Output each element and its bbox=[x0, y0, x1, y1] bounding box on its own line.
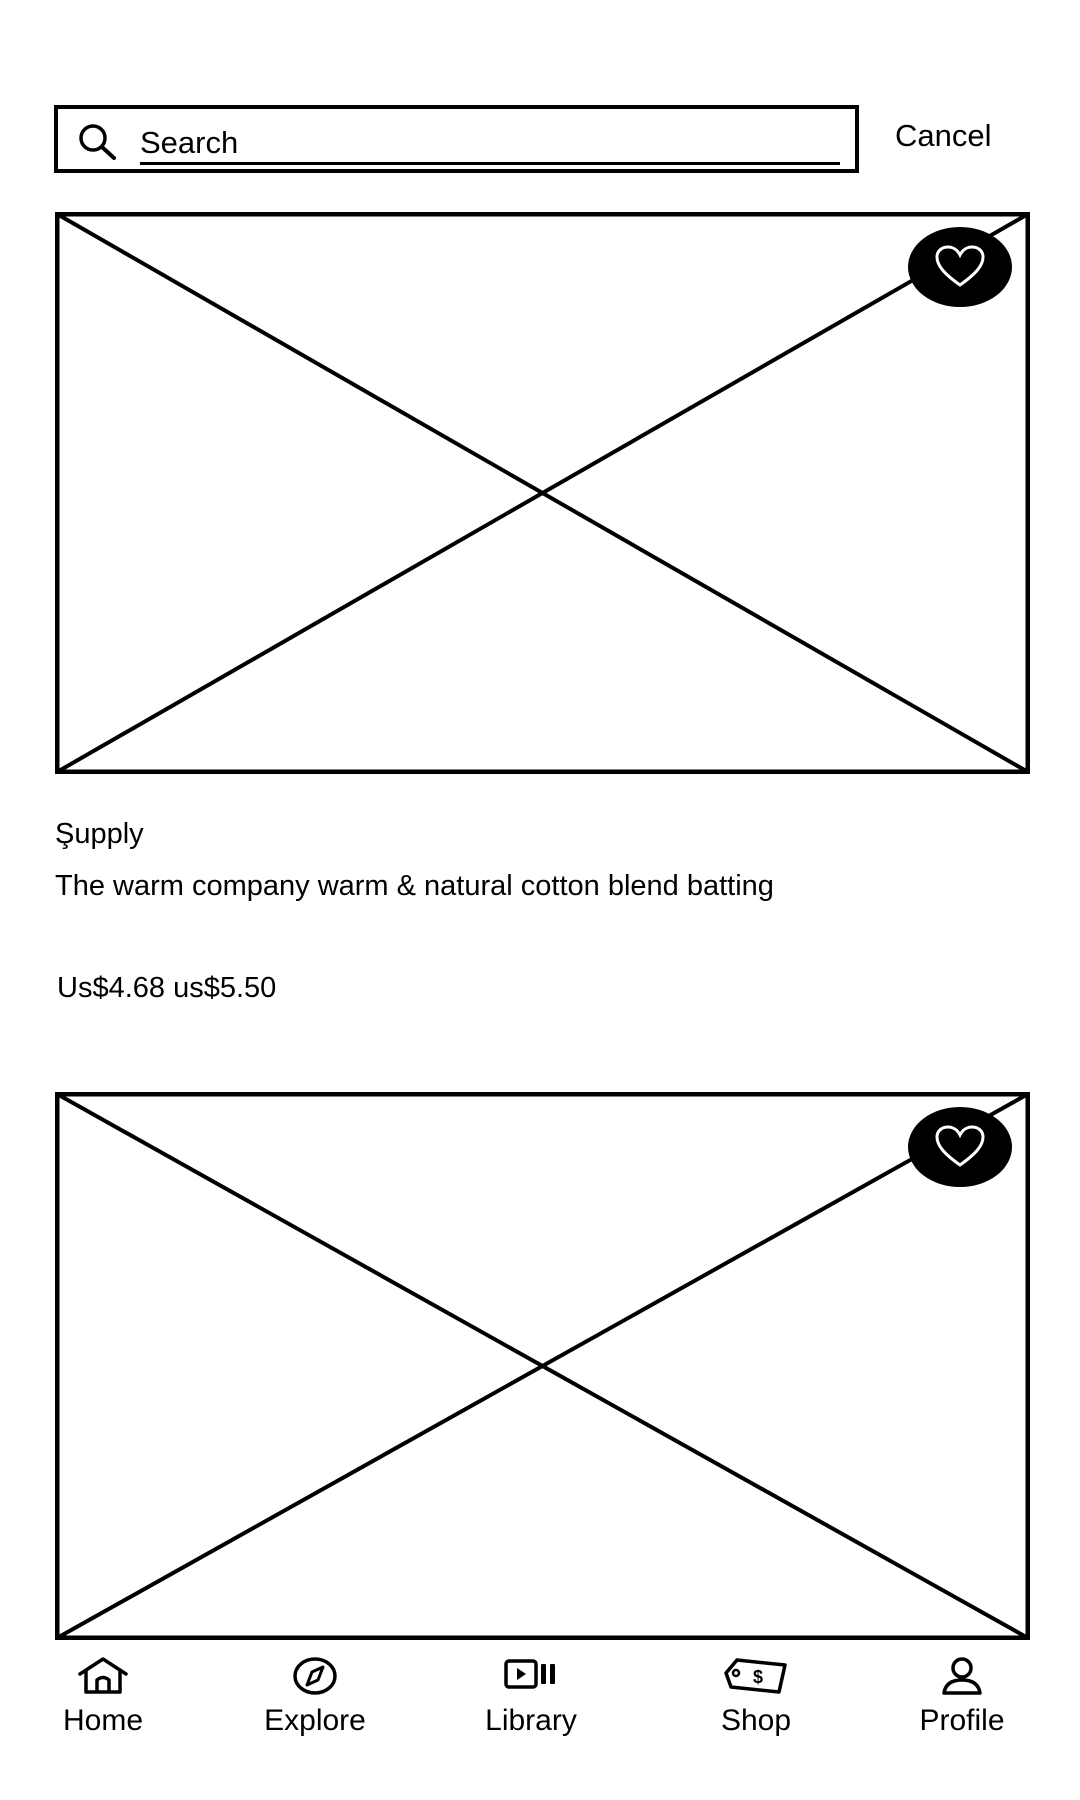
product-image[interactable] bbox=[55, 212, 1030, 774]
image-placeholder bbox=[55, 212, 1030, 774]
nav-label: Home bbox=[62, 1704, 144, 1737]
compass-icon bbox=[293, 1657, 337, 1695]
search-icon bbox=[79, 124, 116, 160]
heart-icon bbox=[935, 245, 985, 287]
product-vendor: Şupply bbox=[55, 818, 144, 850]
nav-label: Profile bbox=[919, 1704, 1005, 1737]
price-tag-icon: $ bbox=[724, 1658, 787, 1694]
nav-item-explore[interactable]: Explore bbox=[235, 1648, 395, 1758]
nav-label: Library bbox=[485, 1704, 577, 1737]
nav-label: Shop bbox=[720, 1704, 792, 1737]
favorite-button[interactable] bbox=[908, 1107, 1012, 1187]
library-icon bbox=[504, 1659, 555, 1689]
bottom-nav: Home Explore Library $ Shop Profile bbox=[0, 1648, 1080, 1758]
nav-item-library[interactable]: Library bbox=[451, 1648, 611, 1758]
product-title[interactable]: The warm company warm & natural cotton b… bbox=[55, 870, 774, 902]
svg-text:$: $ bbox=[753, 1667, 763, 1687]
nav-label: Explore bbox=[264, 1704, 366, 1737]
home-icon bbox=[78, 1657, 128, 1694]
product-image[interactable] bbox=[55, 1092, 1030, 1640]
favorite-button[interactable] bbox=[908, 227, 1012, 307]
product-price: Us$4.68 us$5.50 bbox=[57, 972, 277, 1004]
nav-item-shop[interactable]: $ Shop bbox=[676, 1648, 836, 1758]
cancel-button[interactable]: Cancel bbox=[895, 118, 992, 153]
search-bar bbox=[54, 105, 859, 173]
search-input[interactable] bbox=[140, 123, 840, 165]
heart-icon bbox=[935, 1125, 985, 1167]
nav-item-profile[interactable]: Profile bbox=[882, 1648, 1042, 1758]
image-placeholder bbox=[55, 1092, 1030, 1640]
profile-icon bbox=[942, 1657, 982, 1695]
nav-item-home[interactable]: Home bbox=[23, 1648, 183, 1758]
